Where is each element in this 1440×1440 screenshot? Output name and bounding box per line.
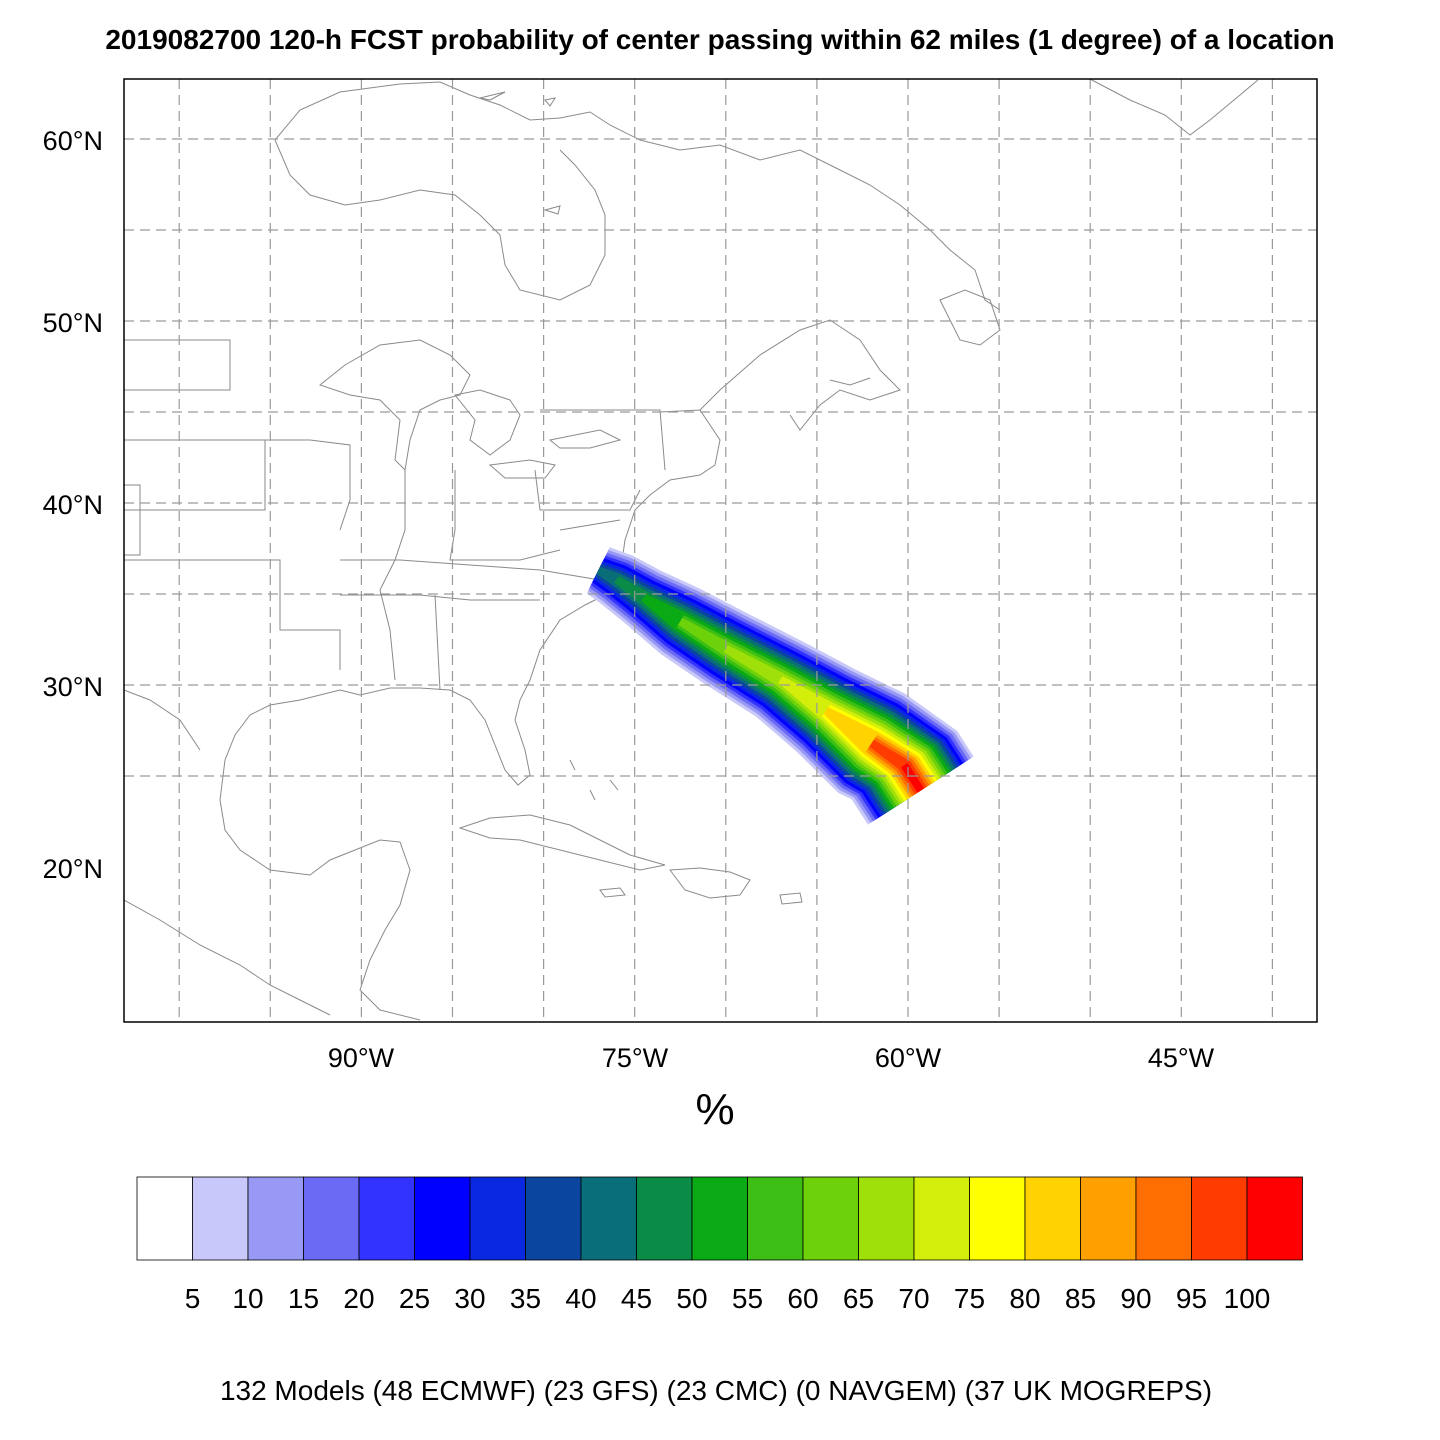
colorbar-tick-label: 20 xyxy=(343,1283,374,1314)
probability-band-100 xyxy=(901,762,925,793)
colorbar-tick-label: 90 xyxy=(1120,1283,1151,1314)
colorbar-swatch xyxy=(525,1176,582,1261)
colorbar-swatch xyxy=(192,1176,249,1261)
colorbar-tick-label: 60 xyxy=(787,1283,818,1314)
lat-label-50: 50°N xyxy=(43,308,103,338)
colorbar-swatch xyxy=(969,1176,1026,1261)
colorbar-swatch xyxy=(691,1176,748,1261)
colorbar xyxy=(136,1176,1303,1261)
colorbar-tick-label: 70 xyxy=(898,1283,929,1314)
colorbar-tick-label: 95 xyxy=(1176,1283,1207,1314)
colorbar-swatch xyxy=(858,1176,915,1261)
colorbar-tick-label: 15 xyxy=(288,1283,319,1314)
unit-label: % xyxy=(695,1085,735,1134)
chart-title: 2019082700 120-h FCST probability of cen… xyxy=(105,24,1335,55)
longitude-labels: 90°W 75°W 60°W 45°W xyxy=(328,1043,1215,1073)
colorbar-swatch xyxy=(469,1176,526,1261)
colorbar-swatch xyxy=(414,1176,471,1261)
colorbar-swatch xyxy=(1191,1176,1248,1261)
plot-border xyxy=(123,78,1318,1023)
colorbar-tick-label: 35 xyxy=(510,1283,541,1314)
colorbar-tick-label: 50 xyxy=(676,1283,707,1314)
colorbar-swatch xyxy=(747,1176,804,1261)
colorbar-tick-label: 100 xyxy=(1224,1283,1271,1314)
colorbar-tick-label: 45 xyxy=(621,1283,652,1314)
colorbar-tick-label: 30 xyxy=(454,1283,485,1314)
colorbar-swatch xyxy=(913,1176,970,1261)
colorbar-swatch xyxy=(1246,1176,1303,1261)
colorbar-swatch xyxy=(358,1176,415,1261)
colorbar-tick-labels: 5 10 15 20 25 30 35 40 45 50 55 60 65 70 75 80 85 90 95 100 xyxy=(185,1283,1271,1314)
lon-label-45w: 45°W xyxy=(1148,1043,1215,1073)
latitude-labels: 60°N 50°N 40°N 30°N 20°N xyxy=(43,126,103,884)
lon-label-75w: 75°W xyxy=(602,1043,669,1073)
colorbar-tick-label: 25 xyxy=(399,1283,430,1314)
colorbar-swatch xyxy=(1024,1176,1081,1261)
colorbar-tick-label: 85 xyxy=(1065,1283,1096,1314)
models-footer: 132 Models (48 ECMWF) (23 GFS) (23 CMC) … xyxy=(219,1375,1213,1406)
lat-label-20: 20°N xyxy=(43,854,103,884)
colorbar-tick-label: 65 xyxy=(843,1283,874,1314)
colorbar-swatch xyxy=(802,1176,859,1261)
colorbar-tick-label: 80 xyxy=(1009,1283,1040,1314)
lon-label-60w: 60°W xyxy=(875,1043,942,1073)
gridlines xyxy=(124,79,1317,1022)
colorbar-swatch xyxy=(636,1176,693,1261)
colorbar-tick-label: 10 xyxy=(232,1283,263,1314)
colorbar-swatch xyxy=(1135,1176,1192,1261)
lat-label-30: 30°N xyxy=(43,672,103,702)
colorbar-tick-label: 55 xyxy=(732,1283,763,1314)
colorbar-swatch xyxy=(580,1176,637,1261)
probability-swath xyxy=(586,547,974,825)
colorbar-swatch xyxy=(1080,1176,1137,1261)
colorbar-swatch xyxy=(136,1176,193,1261)
map-frame xyxy=(124,79,1317,1022)
colorbar-tick-label: 5 xyxy=(185,1283,201,1314)
lat-label-40: 40°N xyxy=(43,490,103,520)
lat-label-60: 60°N xyxy=(43,126,103,156)
colorbar-tick-label: 75 xyxy=(954,1283,985,1314)
colorbar-swatch xyxy=(247,1176,304,1261)
lon-label-90w: 90°W xyxy=(328,1043,395,1073)
colorbar-swatch xyxy=(303,1176,360,1261)
colorbar-tick-label: 40 xyxy=(565,1283,596,1314)
